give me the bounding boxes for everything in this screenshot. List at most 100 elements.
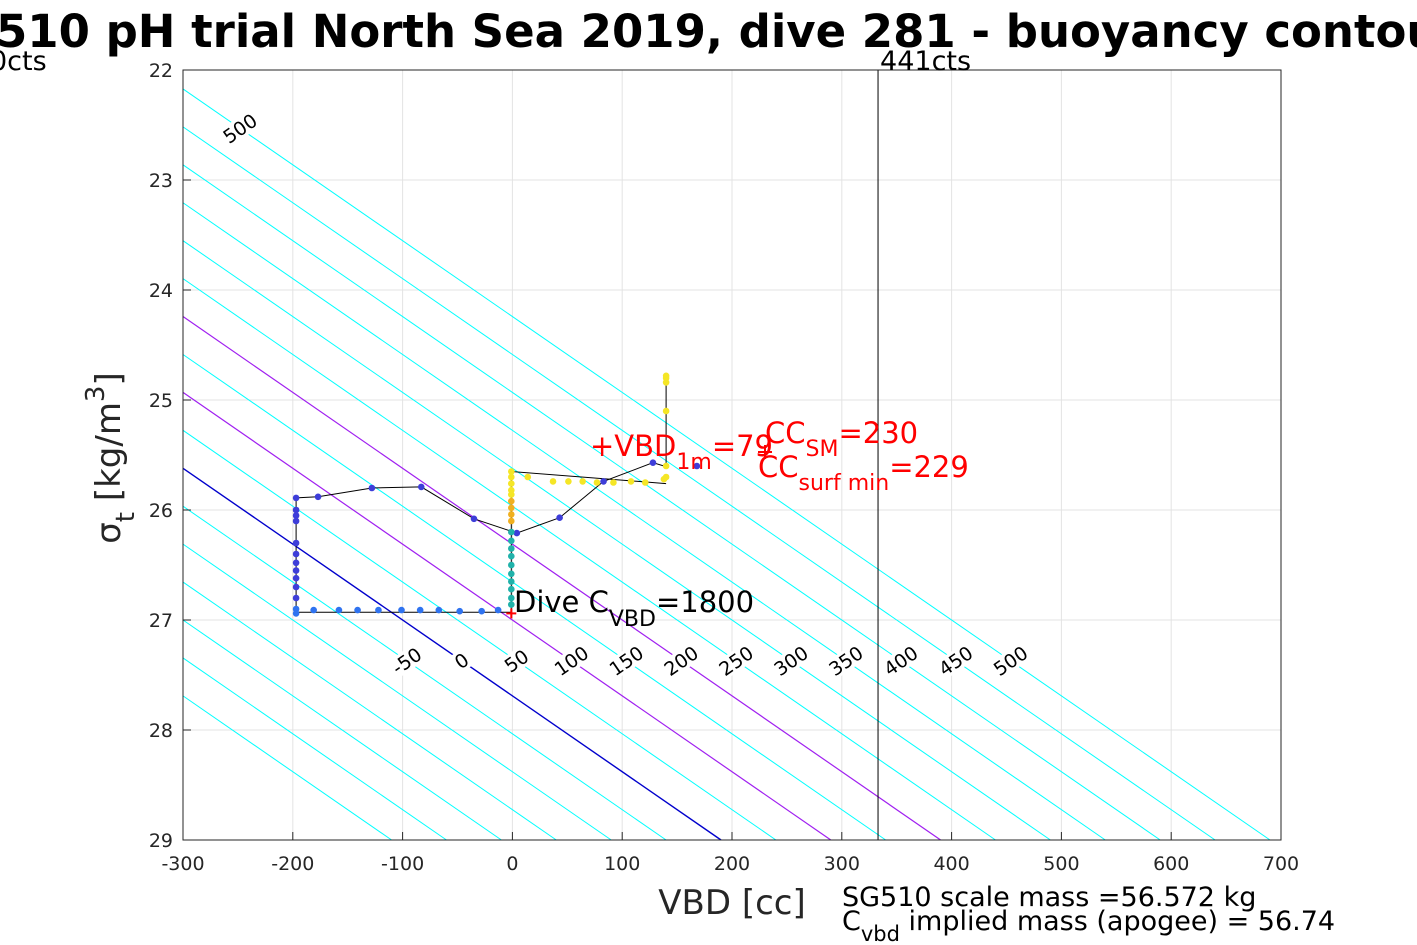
y-label-unit-superscript: 3 bbox=[81, 386, 111, 403]
implied-mass-c: C bbox=[842, 906, 861, 937]
y-axis-label: σt [kg/m3] bbox=[81, 372, 141, 544]
data-point bbox=[456, 607, 463, 615]
contour-label-bottom-bg bbox=[769, 641, 813, 680]
contour-labels: 500-50 0 50 100 150 200 250 300 350 400 450 500 bbox=[218, 109, 1032, 681]
data-point bbox=[368, 484, 376, 492]
data-point bbox=[314, 493, 322, 501]
x-tick-label: 500 bbox=[1043, 853, 1079, 875]
contour-line bbox=[182, 695, 392, 841]
data-point bbox=[310, 606, 317, 614]
data-point bbox=[508, 561, 515, 569]
contour-label-bottom-bg bbox=[714, 641, 758, 680]
data-point bbox=[508, 480, 515, 487]
contour-line bbox=[182, 581, 557, 841]
x-tick-label: 400 bbox=[933, 853, 969, 875]
data-point bbox=[508, 497, 515, 505]
contour-line bbox=[182, 657, 447, 841]
contour-line bbox=[182, 429, 777, 841]
data-series bbox=[292, 372, 772, 619]
x-tick-label: 300 bbox=[824, 853, 860, 875]
contour-line bbox=[182, 126, 1216, 841]
y-tick-label: 24 bbox=[149, 280, 173, 302]
contour-label-bottom-bg bbox=[659, 641, 703, 680]
data-point bbox=[292, 583, 300, 591]
data-point bbox=[292, 567, 300, 574]
x-tick-label: 600 bbox=[1153, 853, 1189, 875]
data-point bbox=[556, 514, 563, 521]
data-point bbox=[649, 459, 657, 467]
y-tick-label: 26 bbox=[149, 500, 173, 522]
data-point bbox=[375, 606, 382, 614]
data-point bbox=[579, 478, 586, 485]
cc-surf-min-value: =229 bbox=[889, 450, 969, 484]
contour-label-bottom-bg bbox=[549, 641, 593, 680]
contour-label-bottom-bg bbox=[440, 641, 483, 680]
implied-mass-text: implied mass (apogee) = 56.74 bbox=[900, 906, 1335, 937]
contour-label-bottom-bg bbox=[824, 641, 868, 680]
vbd-1m-value: =79 bbox=[712, 429, 773, 463]
data-point bbox=[508, 537, 515, 545]
vbd-1m-subscript: 1m bbox=[676, 450, 711, 475]
data-point bbox=[662, 462, 670, 470]
data-point bbox=[292, 559, 300, 567]
y-label-sigma: σ bbox=[89, 522, 129, 544]
y-tick-label: 23 bbox=[149, 170, 173, 192]
y-label-unit-close: ] bbox=[89, 372, 129, 385]
vbd-1m-text: +VBD bbox=[590, 429, 676, 463]
vbd-1m-annotation: +VBD1m=79 bbox=[590, 429, 773, 475]
data-point bbox=[508, 517, 515, 525]
data-point bbox=[662, 372, 670, 380]
data-point bbox=[292, 517, 300, 525]
dive-cvbd-value: =1800 bbox=[656, 585, 754, 619]
contour-line bbox=[182, 202, 1106, 841]
data-point bbox=[600, 478, 607, 485]
contour-line bbox=[182, 543, 612, 841]
data-point bbox=[641, 479, 649, 486]
x-tick-label: 200 bbox=[714, 853, 750, 875]
data-point bbox=[292, 594, 300, 602]
x-tick-label: -300 bbox=[161, 853, 204, 875]
scale-mass-footer: SG510 scale mass =56.572 kg bbox=[842, 882, 1256, 913]
y-tick-label: 27 bbox=[149, 610, 173, 632]
cc-surf-min-text: CC bbox=[758, 450, 799, 484]
data-point bbox=[292, 494, 300, 502]
data-point bbox=[292, 550, 300, 558]
data-point bbox=[508, 552, 515, 560]
y-label-unit: [kg/m bbox=[89, 402, 129, 512]
contour-line bbox=[182, 391, 832, 841]
data-point bbox=[508, 491, 515, 498]
data-point bbox=[549, 478, 557, 485]
data-point bbox=[292, 539, 300, 547]
chart-title: SG510 pH trial North Sea 2019, dive 281 … bbox=[0, 5, 1417, 58]
y-tick-label: 29 bbox=[149, 830, 173, 852]
data-point bbox=[417, 483, 425, 491]
y-tick-label: 22 bbox=[149, 60, 173, 82]
contour-line bbox=[182, 354, 887, 841]
data-point bbox=[508, 504, 515, 512]
dive-cvbd-annotation: Dive CVBD=1800 bbox=[514, 585, 754, 632]
data-point bbox=[524, 473, 532, 481]
contour-label-bottom-bg bbox=[385, 641, 428, 680]
data-point bbox=[494, 606, 502, 614]
data-point bbox=[508, 528, 515, 536]
y-tick-label: 25 bbox=[149, 390, 173, 412]
y-tick-label: 28 bbox=[149, 720, 173, 742]
x-tick-label: 700 bbox=[1263, 853, 1299, 875]
data-point bbox=[416, 606, 424, 614]
y-label-subscript: t bbox=[111, 512, 141, 522]
data-point bbox=[470, 515, 478, 523]
contour-line bbox=[182, 240, 1051, 841]
contour-line bbox=[182, 88, 1271, 841]
data-point bbox=[593, 479, 601, 486]
contour-label-bottom-bg bbox=[495, 641, 538, 680]
data-point bbox=[513, 529, 521, 537]
x-axis-label: VBD [cc] bbox=[658, 883, 806, 923]
contour-line bbox=[182, 316, 941, 841]
contour-label-bottom-bg bbox=[879, 641, 923, 680]
contour-line bbox=[182, 164, 1161, 841]
data-point bbox=[508, 511, 515, 518]
cc-sm-text: CC bbox=[765, 416, 806, 450]
contour-label-bottom-bg bbox=[604, 641, 648, 680]
